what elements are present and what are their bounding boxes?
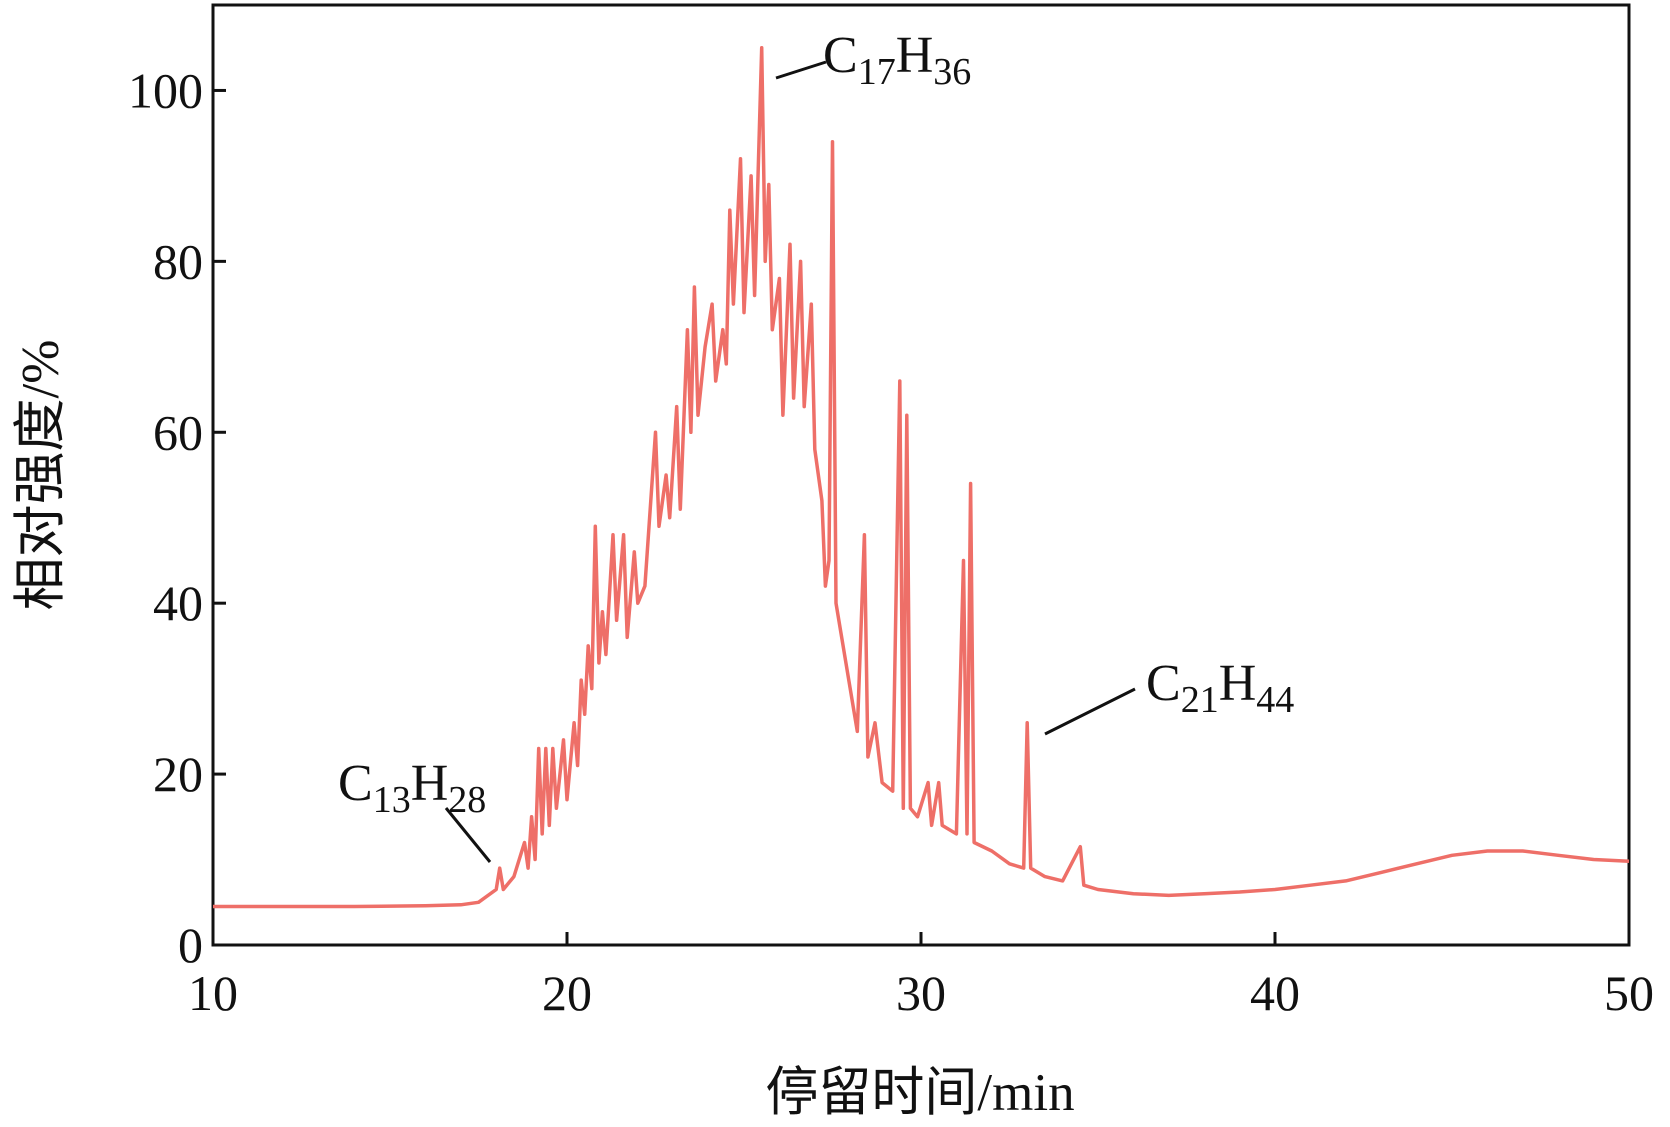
y-tick-label: 40 (153, 575, 203, 631)
data-line (213, 45, 1630, 909)
peak-annotation: C21H44 (1146, 655, 1294, 721)
peak-annotation: C13H28 (338, 755, 486, 821)
peak-annotation: C17H36 (823, 27, 971, 93)
annotation-leader (775, 60, 827, 80)
y-tick-label: 60 (153, 404, 203, 460)
y-tick-label: 20 (153, 746, 203, 802)
x-tick-label: 20 (542, 965, 592, 1021)
x-tick-label: 10 (188, 965, 238, 1021)
x-tick-label: 30 (896, 965, 946, 1021)
annotation-leader (444, 807, 492, 863)
x-tick-label: 40 (1250, 965, 1300, 1021)
y-tick-label: 80 (153, 233, 203, 289)
y-axis-label: 相对强度/% (12, 340, 70, 611)
x-axis-label: 停留时间/min (765, 1064, 1074, 1122)
y-tick-label: 100 (128, 62, 203, 118)
y-tick-label: 0 (178, 917, 203, 973)
x-tick-label: 50 (1604, 965, 1654, 1021)
annotation-leader (1044, 687, 1136, 736)
